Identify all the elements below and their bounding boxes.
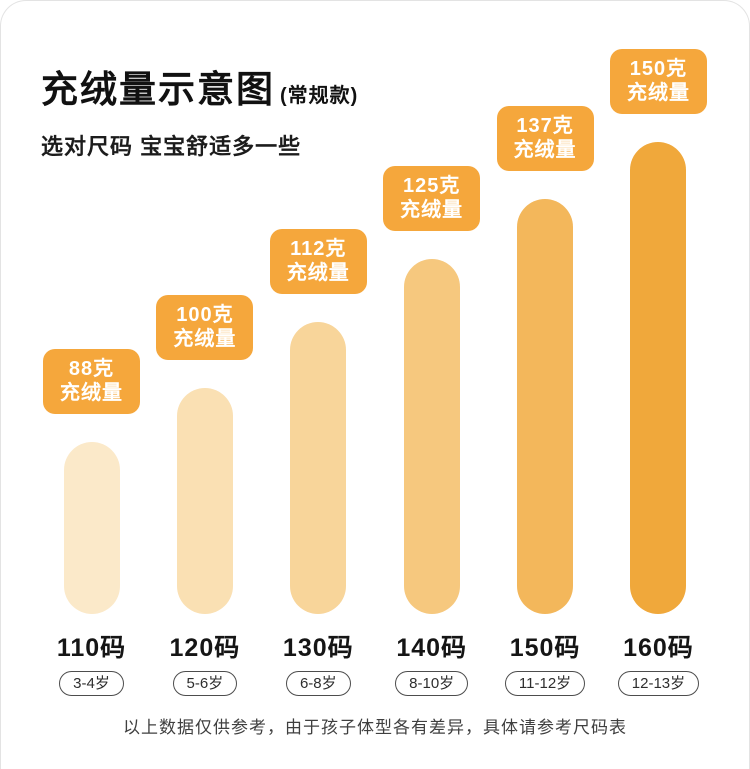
size-label: 150码 [509,634,581,662]
value-bubble: 100克 充绒量 [156,295,254,360]
size-label: 160码 [623,634,694,662]
value-label: 100克 [176,304,234,326]
bar-column: 125克 充绒量 140码 8-10岁 [383,166,481,696]
page-title: 充绒量示意图 (常规款) [41,59,358,113]
bar-chart: 88克 充绒量 110码 3-4岁 100克 充绒量 120码 5-6岁 112克 充绒量 130码… [1,49,749,696]
value-bubble: 137克 充绒量 [496,106,594,171]
header: 充绒量示意图 (常规款) 选对尺码 宝宝舒适多一些 [41,59,358,161]
value-bubble: 88克 充绒量 [43,349,140,414]
bar-column: 137克 充绒量 150码 11-12岁 [496,106,594,696]
age-pill: 12-13岁 [617,671,700,696]
age-pill: 11-12岁 [504,671,586,696]
value-label: 88克 [68,358,115,380]
value-bubble: 150克 充绒量 [609,49,707,114]
value-label-unit-text: 充绒量 [286,262,350,284]
value-label: 150克 [629,58,688,80]
bar [630,142,687,614]
value-label-unit-text: 充绒量 [173,328,237,350]
bar-column: 88克 充绒量 110码 3-4岁 [43,349,140,696]
page-subtitle: 选对尺码 宝宝舒适多一些 [41,134,302,159]
value-label: 125克 [402,175,461,197]
value-label-unit-text: 充绒量 [400,199,464,221]
value-label: 112克 [290,238,347,260]
age-pill: 5-6岁 [172,671,238,696]
title-suffix: (常规款) [280,85,359,107]
value-label-unit-text: 充绒量 [626,82,690,104]
bar-column: 150克 充绒量 160码 12-13岁 [609,49,707,696]
value-bubble: 112克 充绒量 [269,229,367,294]
bar [290,322,347,614]
bar-column: 112克 充绒量 130码 6-8岁 [269,229,367,696]
footer-note: 以上数据仅供参考，由于孩子体型各有差异，具体请参考尺码表 [123,718,627,737]
age-pill: 8-10岁 [395,671,469,696]
value-bubble: 125克 充绒量 [383,166,481,231]
bar [403,259,460,614]
age-pill: 3-4岁 [59,671,124,696]
bar [63,442,120,614]
bar [517,199,574,614]
bar [176,388,233,614]
value-label: 137克 [516,115,574,137]
size-label: 110码 [56,634,127,662]
value-label-unit-text: 充绒量 [513,139,577,161]
value-label-unit-text: 充绒量 [60,382,123,404]
age-pill: 6-8岁 [285,671,351,696]
size-label: 140码 [396,634,468,662]
size-label: 120码 [169,634,241,662]
size-label: 130码 [282,634,354,662]
title-text: 充绒量示意图 [41,69,275,110]
bar-column: 100克 充绒量 120码 5-6岁 [156,295,254,696]
